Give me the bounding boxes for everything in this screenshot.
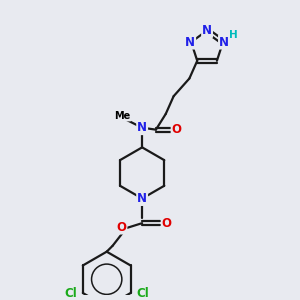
Text: N: N bbox=[219, 36, 229, 49]
Text: Cl: Cl bbox=[136, 286, 149, 299]
Text: N: N bbox=[185, 36, 195, 49]
Text: O: O bbox=[172, 123, 182, 136]
Text: H: H bbox=[230, 30, 238, 40]
Text: N: N bbox=[137, 192, 147, 205]
Text: O: O bbox=[116, 220, 127, 234]
Text: Me: Me bbox=[114, 111, 130, 121]
Text: N: N bbox=[137, 121, 147, 134]
Text: N: N bbox=[202, 24, 212, 37]
Text: O: O bbox=[162, 217, 172, 230]
Text: Cl: Cl bbox=[65, 286, 77, 299]
